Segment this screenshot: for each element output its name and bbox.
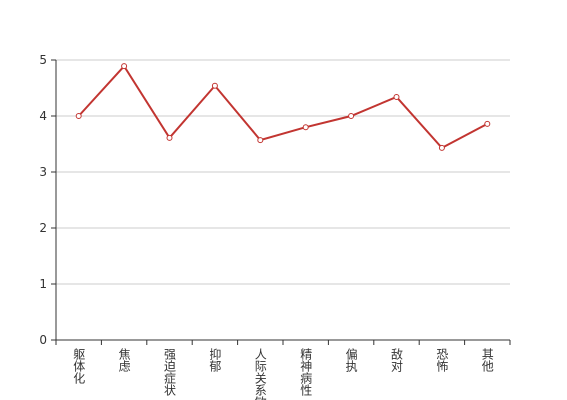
point [166, 134, 173, 141]
point [393, 93, 400, 100]
point [121, 63, 128, 70]
x-tick-label: 恐怖 [435, 348, 449, 372]
y-tick-label: 3 [39, 165, 47, 179]
x-tick-label: 焦虑 [117, 348, 131, 372]
point [438, 144, 445, 151]
line [77, 64, 488, 150]
point [75, 113, 82, 119]
y-tick-label: 1 [39, 277, 47, 291]
point [211, 82, 218, 89]
x-tick-label: 人际关系敏感 [253, 348, 267, 400]
point [484, 120, 491, 127]
x-tick-label: 精神病性 [299, 348, 313, 397]
x-tick-label: 偏执 [344, 347, 358, 373]
y-tick-label: 5 [39, 53, 47, 67]
point [348, 113, 355, 119]
x-tick-label: 其他 [480, 348, 494, 372]
x-tick-label: 强迫症状 [163, 348, 177, 396]
x-tick-label: 抑郁 [208, 347, 222, 373]
point [257, 137, 264, 144]
y-tick-label: 0 [39, 333, 47, 347]
x-tick-label: 敌对 [390, 347, 404, 372]
point [302, 124, 309, 131]
y-tick-label: 2 [39, 221, 47, 235]
y-tick-label: 4 [39, 109, 47, 123]
x-tick-label: 躯体化 [72, 347, 86, 385]
